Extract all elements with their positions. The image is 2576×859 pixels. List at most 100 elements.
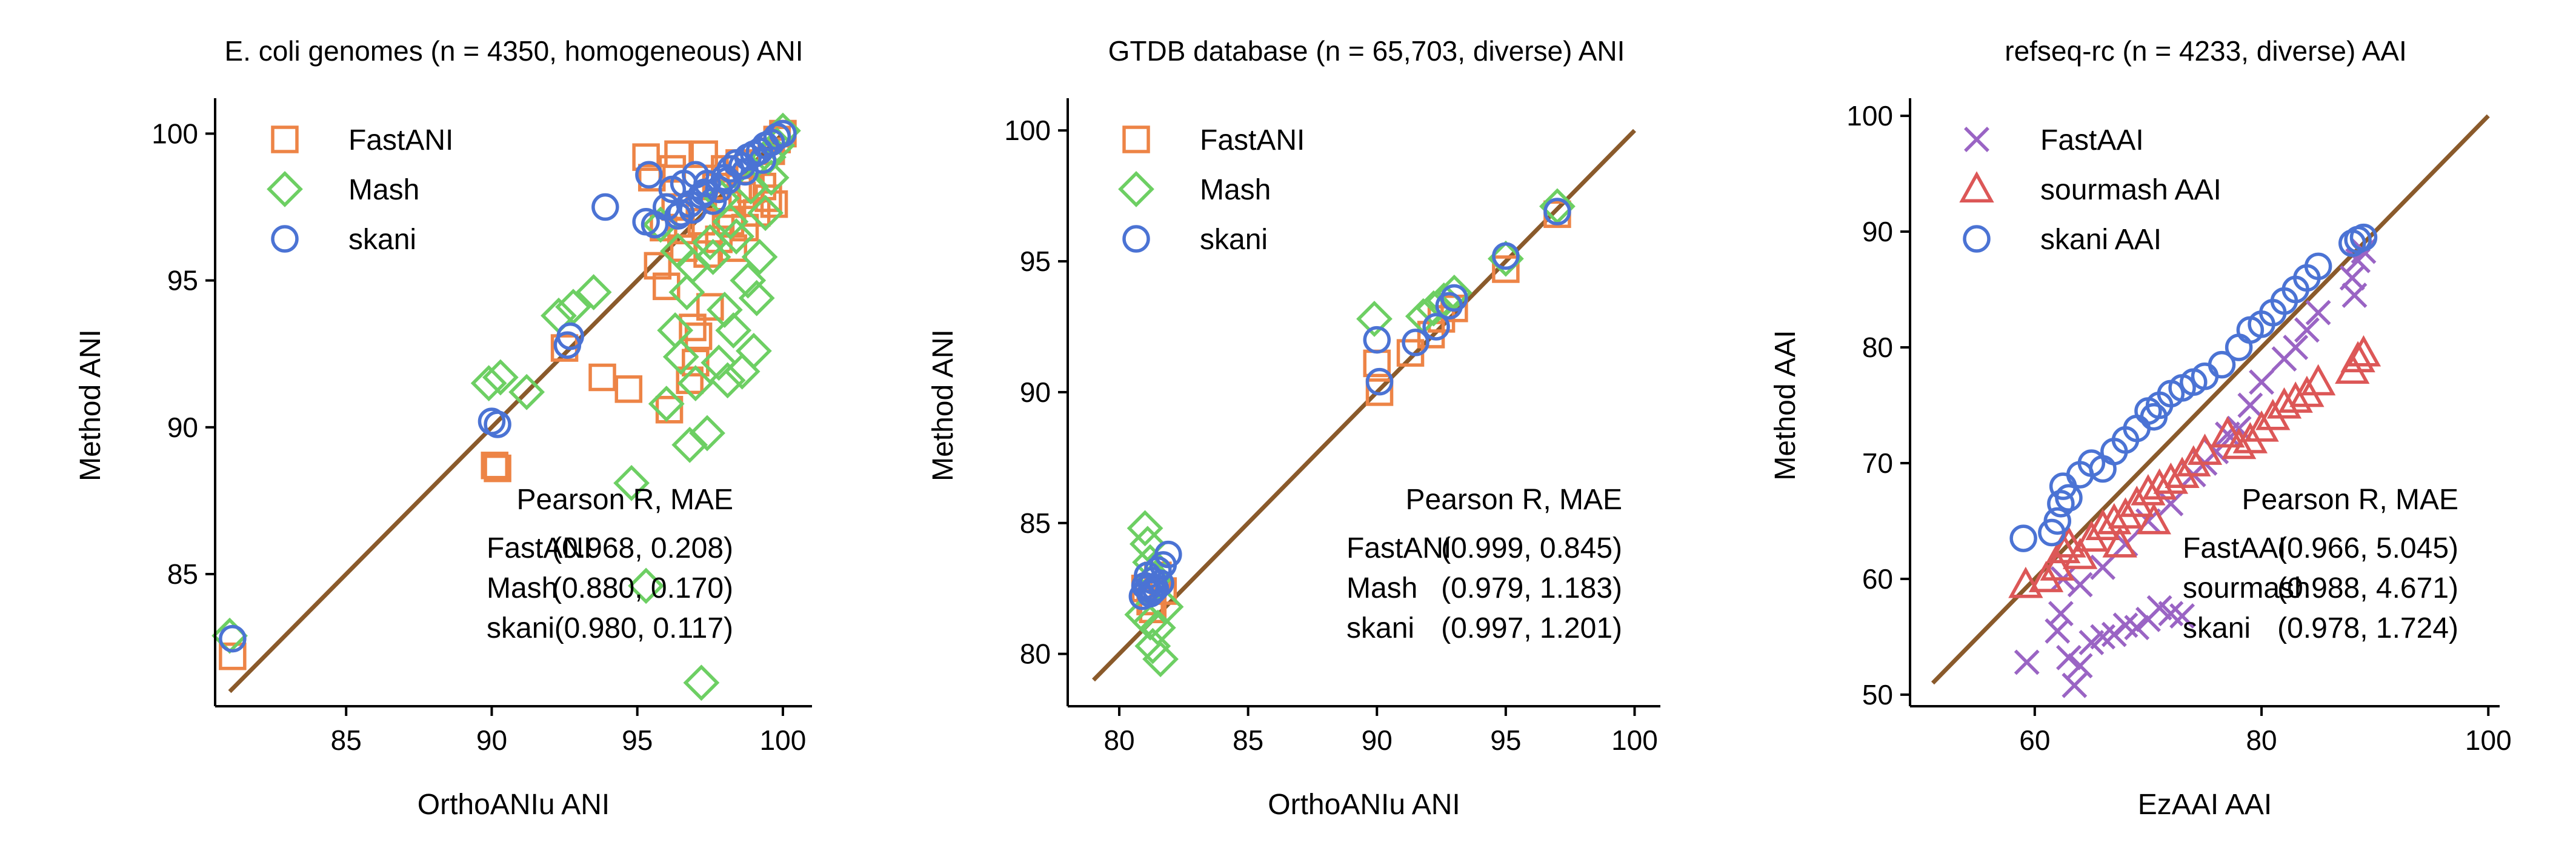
stats-row-name: skani [2183, 612, 2251, 644]
panel-ecoli-ani: E. coli genomes (n = 4350, homogeneous) … [75, 35, 812, 821]
data-point [481, 452, 509, 480]
legend-label: skani [1200, 224, 1268, 256]
data-point [591, 193, 619, 221]
data-point [588, 363, 616, 392]
data-point [691, 224, 728, 261]
legend-label: Mash [1200, 174, 1271, 206]
data-point [1492, 242, 1520, 270]
data-point [2097, 503, 2132, 535]
series-skani [1128, 198, 1571, 610]
y-tick-label: 90 [167, 412, 198, 443]
legend: FastANI Mash skani [1118, 124, 1305, 256]
panel-gtdb-ani: GTDB database (n = 65,703, diverse) ANI 8… [927, 35, 1660, 821]
data-point [696, 293, 724, 321]
data-point [1139, 609, 1176, 646]
series-skani [219, 119, 797, 653]
x-tick-label: 100 [2465, 724, 2512, 756]
data-point [508, 373, 545, 410]
y-tick-label: 50 [1862, 679, 1893, 710]
stats-row-value: (0.968, 0.208) [552, 532, 733, 564]
data-point [2062, 538, 2098, 569]
data-point [556, 322, 584, 350]
series-sourmash-aai [2008, 335, 2381, 598]
y-tick-label: 90 [1862, 216, 1893, 247]
data-point [741, 238, 778, 275]
data-point [1543, 198, 1571, 226]
data-point [2008, 566, 2043, 598]
data-point [2102, 526, 2137, 558]
data-point [2169, 603, 2195, 629]
data-point [1422, 313, 1450, 341]
y-tick-label: 85 [1020, 507, 1051, 539]
stats-block: Pearson R, MAE FastANI(0.999, 0.845) Mash (… [1346, 484, 1622, 644]
data-point [2047, 490, 2075, 518]
stats-row-name: Mash [487, 572, 557, 604]
data-point [2300, 364, 2336, 396]
y-tick-label: 95 [167, 265, 198, 296]
data-point [637, 164, 666, 192]
data-point [219, 624, 247, 653]
data-point [614, 375, 643, 403]
data-point [738, 279, 775, 316]
data-point [632, 143, 660, 171]
stats-row-value: (0.997, 1.201) [1441, 612, 1622, 644]
y-tick-label: 60 [1862, 563, 1893, 595]
stats-row-name: sourmash [2183, 572, 2311, 604]
legend-marker [1118, 171, 1154, 207]
legend-marker [267, 171, 303, 207]
y-tick-label: 100 [1004, 115, 1051, 146]
x-tick-label: 80 [2246, 724, 2277, 756]
y-tick-label: 80 [1020, 638, 1051, 670]
data-point [677, 365, 714, 402]
data-point [679, 196, 707, 224]
stats-row-name: FastAAI [2183, 532, 2286, 564]
identity-line [1931, 114, 2490, 685]
y-axis-label: Method AAI [1769, 330, 1802, 480]
data-point [662, 338, 699, 375]
x-axis-label: OrthoANIu ANI [1268, 789, 1460, 821]
data-point [2249, 369, 2275, 395]
y-tick-label: 85 [167, 558, 198, 590]
x-tick-label: 60 [2019, 724, 2050, 756]
legend-label: FastANI [348, 124, 453, 156]
chart-title: E. coli genomes (n = 4350, homogeneous) … [224, 35, 803, 67]
data-point [1440, 284, 1468, 312]
data-point [1492, 255, 1520, 283]
data-point [644, 252, 672, 280]
data-point [679, 313, 707, 341]
x-tick-label: 100 [760, 724, 807, 756]
panel-refseq-aai: refseq-rc (n = 4233, diverse) AAI 60 80 100… [1769, 35, 2512, 821]
legend-label: FastAAI [2040, 124, 2144, 156]
data-point [748, 146, 777, 174]
legend: FastAAI sourmash AAI skani AAI [1959, 124, 2222, 256]
data-point [1356, 301, 1393, 337]
x-tick-label: 85 [331, 724, 362, 756]
stats-row-value: (0.978, 1.724) [2277, 612, 2458, 644]
data-point [2214, 421, 2240, 447]
data-point [1365, 378, 1394, 406]
y-tick-label: 100 [1846, 100, 1893, 132]
data-point [575, 274, 612, 310]
data-point [470, 365, 507, 402]
stats-row-name: skani [1346, 612, 1414, 644]
stats-row-value: (0.966, 5.045) [2277, 532, 2458, 564]
data-point [2208, 350, 2236, 379]
data-point [2136, 503, 2171, 535]
data-point [2346, 335, 2381, 367]
y-axis-label: Method ANI [927, 329, 959, 481]
x-tick-label: 85 [1233, 724, 1263, 756]
data-point [2048, 601, 2074, 627]
legend-label: skani [348, 224, 416, 256]
x-axis-label: OrthoANIu ANI [418, 789, 610, 821]
data-point [2221, 427, 2257, 460]
data-point [736, 332, 772, 369]
stats-row-value: (0.980, 0.117) [554, 612, 733, 644]
data-point [648, 386, 685, 422]
data-point [2305, 299, 2331, 326]
data-point [613, 464, 650, 501]
data-point [1132, 604, 1168, 641]
data-point [2294, 317, 2320, 343]
x-tick-label: 100 [1611, 724, 1658, 756]
data-point [1154, 540, 1182, 569]
